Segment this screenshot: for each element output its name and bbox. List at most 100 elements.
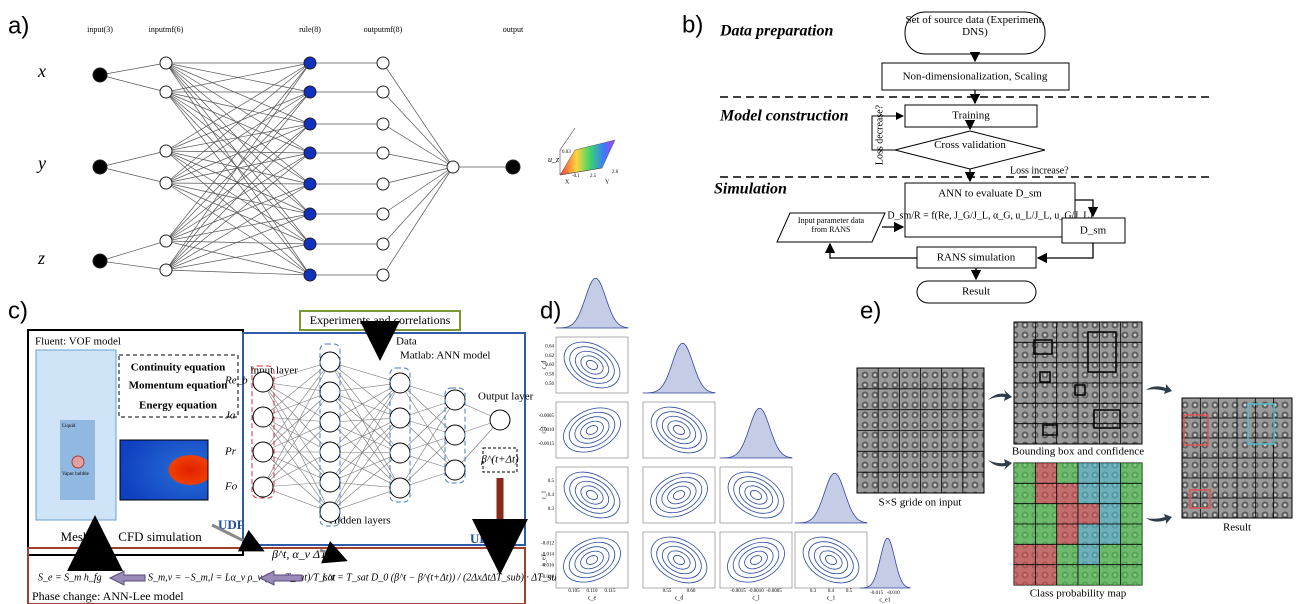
neuron (444, 459, 466, 481)
class-cell (1078, 463, 1100, 484)
axis-label: c_l (752, 595, 760, 601)
surface-plot: u_z 0.03 X Y -0.1 2.5 2.6 (548, 127, 619, 185)
equation: S_e = S_m h_fg (38, 572, 102, 583)
edge (329, 382, 401, 393)
tick-label: 0.64 (545, 344, 554, 349)
node (159, 144, 173, 158)
contour (825, 555, 837, 565)
node (376, 85, 390, 99)
edge (99, 240, 167, 262)
kde (794, 472, 868, 524)
tick-label: -0.016 (541, 564, 554, 569)
node (376, 207, 390, 221)
edge (382, 123, 454, 168)
node (446, 160, 460, 174)
caption: CFD simulation (118, 529, 202, 544)
edge (382, 62, 454, 168)
edge (165, 213, 311, 271)
tick-label: 2.5 (590, 174, 597, 179)
edge (329, 417, 401, 453)
tick-label: 0.5 (548, 479, 555, 484)
panel-label: e) (860, 297, 881, 324)
tick-label: 0.56 (545, 382, 554, 387)
node (159, 85, 173, 99)
edge (165, 62, 311, 242)
contour (568, 541, 616, 579)
kde (719, 407, 793, 459)
region-label: Vapor bubble (62, 472, 90, 477)
neuron (252, 406, 274, 428)
section-title: Model construction (719, 108, 849, 125)
subplot (555, 336, 629, 394)
contour (727, 471, 785, 519)
node (376, 177, 390, 191)
class-cell (1014, 483, 1036, 504)
class-cell (1035, 483, 1057, 504)
tick-label: 0.4 (828, 589, 835, 594)
edge (99, 166, 167, 184)
node (303, 237, 317, 251)
contour (563, 537, 621, 583)
tick-label: -0.010 (887, 591, 900, 596)
edge (329, 452, 401, 513)
class-cell (1035, 544, 1057, 565)
node (92, 159, 108, 175)
neuron (389, 442, 411, 464)
input-name: x (37, 61, 46, 81)
edge (165, 91, 311, 184)
tick-label: 0.58 (545, 372, 554, 377)
edge-label: Loss increase? (1010, 165, 1069, 176)
edge (262, 481, 331, 488)
class-cell (1035, 463, 1057, 484)
contour (667, 420, 691, 440)
neuron (319, 471, 341, 493)
neuron (319, 351, 341, 373)
process-box (881, 62, 1070, 91)
tick-label: -0.0010 (539, 428, 555, 433)
bbox (1042, 424, 1058, 436)
equation-label: Momentum equation (129, 380, 228, 392)
axis-label: c_1 (827, 595, 836, 601)
neuron (444, 389, 466, 411)
edge (165, 91, 311, 125)
box-title: Matlab: ANN model (400, 350, 490, 362)
edge (165, 182, 311, 215)
contour (667, 485, 691, 505)
class-cell (1120, 483, 1142, 504)
contour (732, 541, 780, 579)
contour (563, 471, 621, 519)
udf-label: UDF (470, 531, 497, 546)
edge (329, 451, 401, 454)
node (376, 56, 390, 70)
edge (165, 150, 311, 185)
edge (165, 62, 311, 184)
edge (165, 62, 311, 93)
edge (165, 62, 311, 215)
tick-label: -0.0005 (539, 414, 555, 419)
edge (382, 91, 454, 168)
layer-label: Output layer (478, 391, 534, 403)
axis-label: c_d (541, 361, 547, 370)
neuron (319, 501, 341, 523)
axis-label: X (565, 179, 570, 185)
contour (661, 415, 697, 445)
equation: S_m,v = −S_m,l = Lα_v ρ_v (T − T_sat)/T_… (148, 572, 336, 583)
edge (262, 416, 331, 453)
edge (165, 62, 311, 276)
contour (563, 341, 621, 389)
edge (165, 152, 311, 184)
tick-label: 0.60 (687, 589, 696, 594)
node (303, 56, 317, 70)
class-cell (1056, 564, 1078, 585)
axis-label: c_1 (541, 491, 547, 500)
edge (165, 182, 311, 245)
contour (802, 536, 860, 584)
end-node (916, 280, 1037, 304)
io-node (776, 212, 886, 243)
contour (749, 555, 763, 565)
output-name: β^(t+Δt) (480, 454, 519, 466)
contour (574, 480, 610, 510)
tick-label: 0.4 (548, 493, 555, 498)
class-cell (1120, 503, 1142, 524)
contour (585, 425, 599, 435)
